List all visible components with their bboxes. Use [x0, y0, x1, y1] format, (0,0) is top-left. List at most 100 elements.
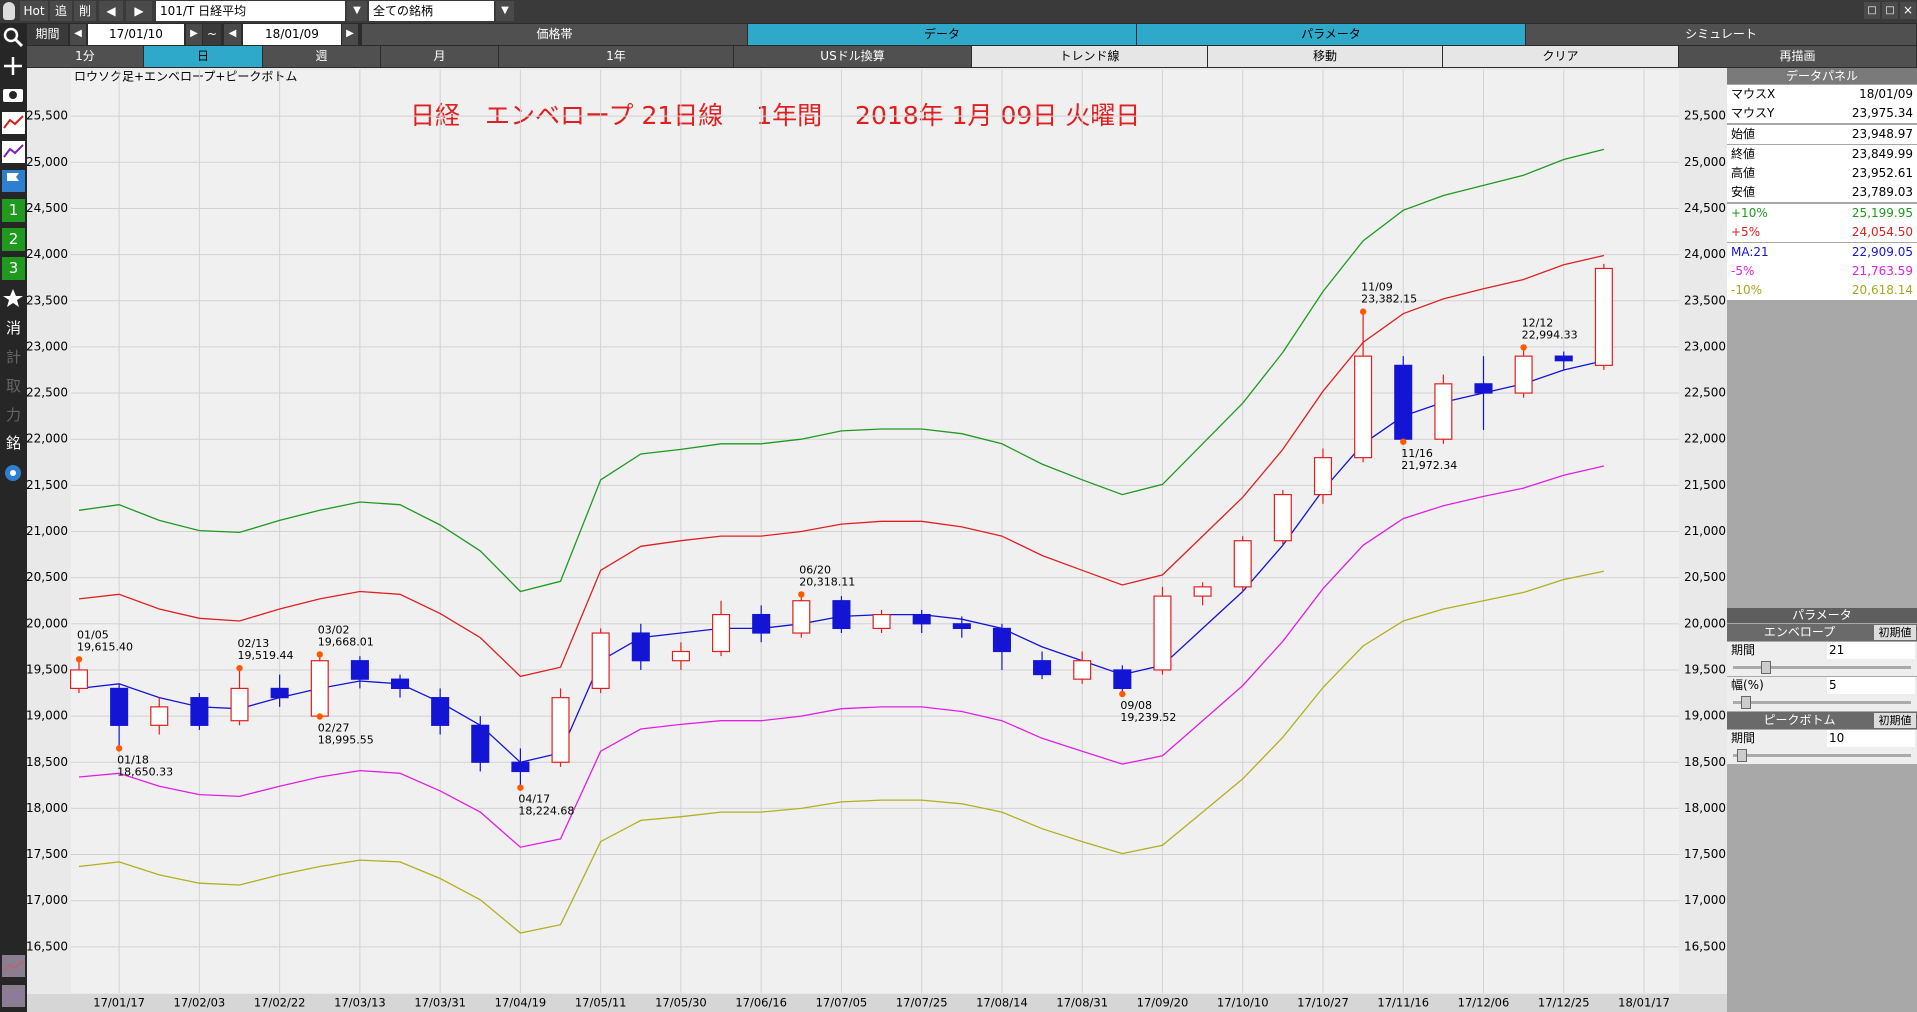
- side-icon[interactable]: 3: [2, 257, 25, 280]
- data-value: 22,909.05: [1851, 244, 1913, 259]
- peak-dot: [1359, 308, 1367, 315]
- y-tick-label: 22,000: [27, 432, 68, 446]
- peak-dot: [1119, 690, 1126, 698]
- candle-body: [912, 613, 931, 625]
- y-tick-label-right: 18,000: [1684, 801, 1726, 815]
- data-value: 21,763.59: [1851, 263, 1913, 278]
- side-icon[interactable]: 計: [5, 348, 21, 366]
- side-icon[interactable]: 消: [5, 319, 21, 337]
- to-input[interactable]: 18/01/09: [243, 24, 341, 45]
- slider-track[interactable]: [1733, 754, 1911, 757]
- peak-dot: [115, 745, 123, 752]
- tab[interactable]: 月: [381, 46, 499, 67]
- y-tick-label: 20,500: [27, 570, 68, 584]
- y-tick-label: 19,500: [27, 662, 68, 676]
- tab[interactable]: 価格帯: [362, 24, 748, 45]
- slider-track[interactable]: [1733, 701, 1911, 704]
- from-input[interactable]: 17/01/10: [88, 24, 184, 45]
- chart-icon-small[interactable]: [2, 955, 25, 977]
- close-button[interactable]: ×: [1900, 2, 1916, 19]
- delete-button[interactable]: 削: [74, 1, 96, 21]
- slider-track[interactable]: [1733, 666, 1911, 669]
- peak-value: 21,972.34: [1401, 459, 1457, 472]
- tab[interactable]: 1分: [27, 46, 144, 67]
- param-section-name: ピークボトム: [1763, 713, 1836, 727]
- data-label: -10%: [1731, 283, 1763, 297]
- search-icon[interactable]: [3, 27, 19, 43]
- peak-date: 09/08: [1120, 699, 1152, 712]
- side-icon[interactable]: 力: [5, 406, 21, 424]
- tab[interactable]: シミュレート: [1526, 24, 1917, 45]
- side-icon[interactable]: 1: [2, 199, 25, 222]
- add-button[interactable]: 追: [50, 1, 72, 21]
- tab[interactable]: USドル換算: [734, 46, 972, 67]
- code-dropdown[interactable]: ▼: [347, 1, 367, 21]
- candle-body: [1434, 383, 1453, 440]
- to-prev[interactable]: ◀: [224, 24, 241, 45]
- data-value: 24,054.50: [1851, 225, 1913, 240]
- y-tick-label: 18,500: [27, 755, 68, 769]
- peak-value: 18,650.33: [117, 765, 173, 778]
- filter-dropdown[interactable]: ▼: [496, 1, 514, 21]
- param-value[interactable]: 5: [1827, 677, 1915, 694]
- maximize-button[interactable]: □: [1882, 2, 1898, 19]
- code-input[interactable]: 101/T 日経平均: [156, 1, 345, 21]
- panel-title: データパネル: [1727, 68, 1917, 84]
- candle-body: [792, 600, 811, 634]
- tab[interactable]: 移動: [1208, 46, 1443, 67]
- add-icon[interactable]: [4, 57, 22, 75]
- y-tick-label: 22,500: [27, 386, 68, 400]
- y-tick-label: 19,000: [27, 709, 68, 723]
- peak-date: 06/20: [799, 563, 831, 576]
- tab[interactable]: 週: [263, 46, 381, 67]
- candle-body: [1073, 660, 1092, 680]
- y-tick-label: 23,500: [27, 293, 68, 307]
- peak-value: 18,995.55: [318, 734, 374, 747]
- slider-thumb[interactable]: [1737, 749, 1747, 762]
- param-value[interactable]: 21: [1827, 642, 1915, 659]
- data-value: 23,948.97: [1851, 127, 1913, 142]
- candle-body: [1474, 383, 1493, 394]
- data-value: 18/01/09: [1859, 87, 1913, 101]
- prev-button[interactable]: ◀: [99, 1, 123, 21]
- peak-value: 18,224.68: [518, 805, 574, 818]
- minimize-button[interactable]: □: [1864, 2, 1880, 19]
- next-button[interactable]: ▶: [126, 1, 152, 21]
- tab[interactable]: パラメータ: [1137, 24, 1526, 45]
- tab[interactable]: 再描画: [1679, 46, 1917, 67]
- tab[interactable]: 日: [144, 46, 263, 67]
- side-icon[interactable]: 2: [2, 228, 25, 251]
- slider-thumb[interactable]: [1761, 661, 1771, 674]
- tab[interactable]: 1年: [499, 46, 734, 67]
- x-tick-label: 17/08/14: [976, 996, 1028, 1010]
- slider-thumb[interactable]: [1741, 696, 1751, 709]
- tab[interactable]: データ: [748, 24, 1137, 45]
- reset-button[interactable]: 初期値: [1874, 713, 1916, 728]
- side-icon[interactable]: 銘: [5, 434, 21, 452]
- peak-dot: [316, 651, 323, 658]
- bulb-icon[interactable]: [3, 2, 15, 20]
- candle-body: [712, 613, 731, 653]
- candle-body: [69, 669, 89, 690]
- envelope-line: [78, 148, 1605, 593]
- hot-button[interactable]: Hot: [20, 1, 48, 21]
- param-field: 期間 21: [1727, 642, 1917, 676]
- filter-input[interactable]: 全ての銘柄: [369, 1, 494, 21]
- from-next[interactable]: ▶: [186, 24, 202, 45]
- to-next[interactable]: ▶: [342, 24, 358, 45]
- candle-body: [872, 613, 891, 630]
- tab[interactable]: トレンド線: [972, 46, 1208, 67]
- tab[interactable]: クリア: [1443, 46, 1679, 67]
- chart-icon-small[interactable]: [2, 985, 25, 1007]
- param-value[interactable]: 10: [1827, 730, 1915, 747]
- reset-button[interactable]: 初期値: [1874, 625, 1916, 640]
- peak-date: 03/02: [318, 623, 350, 636]
- star-icon[interactable]: [3, 289, 23, 307]
- x-tick-label: 17/03/13: [334, 996, 386, 1010]
- from-prev[interactable]: ◀: [70, 24, 86, 45]
- peak-date: 12/12: [1522, 316, 1554, 329]
- y-tick-label-right: 22,000: [1684, 432, 1726, 446]
- side-icon[interactable]: 取: [5, 377, 21, 395]
- candle-body: [551, 697, 570, 763]
- data-row: マウスX 18/01/09: [1727, 85, 1917, 104]
